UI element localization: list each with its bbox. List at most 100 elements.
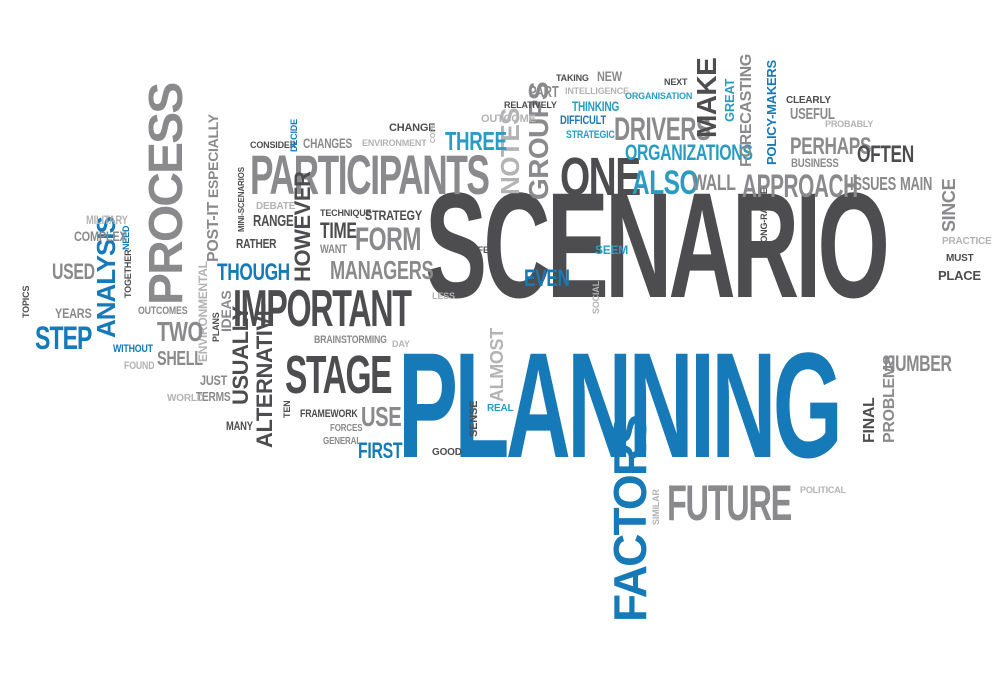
word-taking: TAKING bbox=[556, 73, 589, 83]
word-ten: TEN bbox=[282, 400, 292, 418]
word-form: FORM bbox=[355, 221, 421, 257]
word-shell: SHELL bbox=[157, 348, 203, 370]
word-outcome: OUTCOME bbox=[481, 113, 536, 125]
word-long-range: LONG-RANGE bbox=[759, 188, 769, 248]
word-alternative: ALTERNATIVE bbox=[252, 302, 277, 448]
word-also: ALSO bbox=[632, 164, 699, 202]
word-though: THOUGH bbox=[217, 259, 290, 286]
word-process: PROCESS bbox=[140, 83, 193, 305]
word-make: MAKE bbox=[691, 57, 722, 138]
word-intelligence: INTELLIGENCE bbox=[565, 86, 629, 96]
word-however: HOWEVER bbox=[290, 171, 315, 282]
word-forecasting: FORECASTING bbox=[738, 54, 755, 167]
word-strategic: STRATEGIC bbox=[566, 129, 615, 141]
word-topics: TOPICS bbox=[21, 285, 31, 318]
word-policy-makers: POLICY-MAKERS bbox=[764, 60, 779, 165]
word-relatively: RELATIVELY bbox=[504, 100, 557, 110]
word-new: NEW bbox=[597, 68, 622, 84]
word-outcomes: OUTCOMES bbox=[138, 305, 188, 317]
word-just: JUST bbox=[200, 372, 228, 388]
word-part: PART bbox=[529, 84, 559, 101]
word-life: LIFE bbox=[470, 245, 489, 255]
word-three: THREE bbox=[445, 126, 507, 156]
word-probably: PROBABLY bbox=[825, 119, 874, 129]
word-scenario: SCENARIO bbox=[425, 161, 890, 329]
word-brainstorming: BRAINSTORMING bbox=[314, 334, 387, 346]
word-time: TIME bbox=[320, 218, 357, 243]
word-debate: DEBATE bbox=[256, 201, 296, 212]
word-post-it: POST-IT bbox=[205, 202, 222, 262]
word-ideas: IDEAS bbox=[218, 290, 234, 332]
word-issues: ISSUES bbox=[850, 174, 896, 194]
word-social: SOCIAL bbox=[591, 281, 601, 314]
word-technique: TECHNIQUE bbox=[320, 208, 372, 218]
word-since: SINCE bbox=[939, 178, 959, 232]
word-almost: ALMOST bbox=[487, 328, 507, 402]
word-step: STEP bbox=[35, 320, 92, 356]
word-real: REAL bbox=[487, 403, 514, 414]
word-seem: SEEM bbox=[595, 243, 629, 257]
word-next: NEXT bbox=[664, 77, 688, 87]
word-often: OFTEN bbox=[857, 141, 914, 168]
word-consider: CONSIDER bbox=[250, 140, 297, 150]
word-approach: APPROACH bbox=[742, 168, 858, 204]
word-practice: PRACTICE bbox=[942, 236, 992, 247]
word-together: TOGETHER bbox=[123, 249, 133, 298]
word-forces: FORCES bbox=[330, 423, 363, 434]
word-drivers: DRIVERS bbox=[614, 111, 711, 147]
word-many: MANY bbox=[226, 419, 253, 433]
word-two: TWO bbox=[157, 316, 203, 347]
word-less: LESS bbox=[432, 291, 455, 301]
word-especially: ESPECIALLY bbox=[205, 114, 221, 198]
word-even: EVEN bbox=[524, 265, 570, 292]
word-managers: MANAGERS bbox=[330, 255, 434, 285]
word-range: RANGE bbox=[253, 213, 294, 230]
word-organizations: ORGANIZATIONS bbox=[625, 140, 753, 165]
word-wall: WALL bbox=[692, 170, 736, 195]
word-perhaps: PERHAPS bbox=[790, 133, 872, 160]
word-change: CHANGE bbox=[389, 122, 436, 134]
word-terms: TERMS bbox=[196, 389, 231, 404]
word-strategy: STRATEGY bbox=[365, 207, 422, 223]
word-framework: FRAMEWORK bbox=[300, 408, 358, 420]
word-number: NUMBER bbox=[884, 351, 952, 376]
word-world: WORLD bbox=[167, 393, 204, 404]
word-used: USED bbox=[52, 259, 95, 284]
word-difficult: DIFFICULT bbox=[560, 113, 606, 127]
word-decide: DECIDE bbox=[289, 119, 299, 152]
word-thinking: THINKING bbox=[572, 98, 620, 114]
word-environment: ENVIRONMENT bbox=[362, 138, 427, 148]
word-future: FUTURE bbox=[667, 475, 792, 531]
word-useful: USEFUL bbox=[790, 106, 835, 123]
word-sense: SENSE bbox=[468, 400, 480, 437]
word-mini-scenarios: MINI-SCENARIOS bbox=[237, 167, 246, 232]
word-day: DAY bbox=[392, 339, 410, 349]
word-main: MAIN bbox=[900, 174, 933, 194]
word-use: USE bbox=[361, 401, 402, 432]
word-business: BUSINESS bbox=[791, 156, 839, 170]
word-participants: PARTICIPANTS bbox=[250, 143, 490, 206]
word-general: GENERAL bbox=[323, 436, 361, 447]
word-first: FIRST bbox=[358, 438, 403, 463]
word-years: YEARS bbox=[55, 305, 92, 321]
word-want: WANT bbox=[320, 242, 347, 256]
word-political: POLITICAL bbox=[800, 485, 846, 495]
word-found: FOUND bbox=[124, 360, 155, 372]
word-organisation: ORGANISATION bbox=[625, 91, 693, 101]
word-factors: FACTORS bbox=[604, 415, 656, 622]
word-great: GREAT bbox=[722, 78, 737, 122]
word-clearly: CLEARLY bbox=[786, 95, 831, 106]
word-final: FINAL bbox=[861, 397, 878, 443]
word-stage: STAGE bbox=[285, 345, 392, 405]
word-without: WITHOUT bbox=[113, 343, 153, 355]
word-problems: PROBLEMS bbox=[881, 354, 898, 443]
word-place: PLACE bbox=[938, 268, 981, 283]
word-planning: PLANNING bbox=[398, 321, 843, 489]
word-military: MILITARY bbox=[86, 213, 128, 227]
word-complex: COMPLEX bbox=[74, 228, 127, 244]
word-rather: RATHER bbox=[236, 236, 277, 251]
word-one: ONE bbox=[560, 147, 641, 207]
word-changes: CHANGES bbox=[303, 135, 352, 151]
word-important: IMPORTANT bbox=[233, 280, 412, 338]
